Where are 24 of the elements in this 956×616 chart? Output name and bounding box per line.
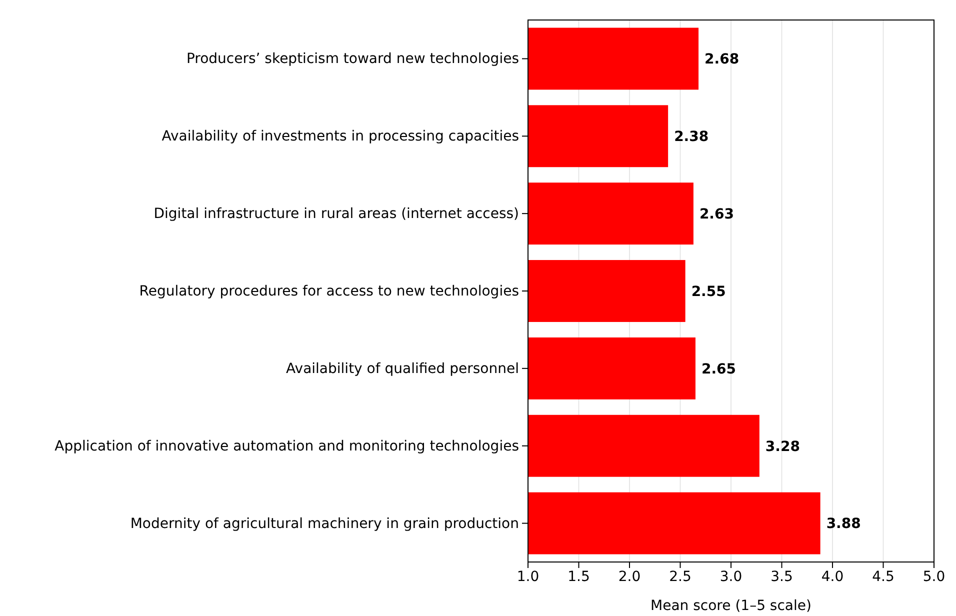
y-tick-label: Modernity of agricultural machinery in grain production [130,516,519,532]
x-tick-label: 3.0 [720,568,742,585]
x-tick-label: 2.5 [669,568,692,585]
y-tick-label: Availability of investments in processing capacities [162,128,519,145]
data-label: 3.28 [765,438,800,455]
x-tick-label: 4.5 [872,568,894,585]
x-tick-label: 2.0 [618,568,641,585]
y-tick-label: Availability of qualified personnel [286,360,519,377]
data-label: 2.55 [691,284,726,300]
x-tick-label: 4.0 [821,568,844,585]
data-label: 2.65 [701,361,736,378]
data-label: 2.68 [704,52,740,68]
data-label: 2.38 [674,129,709,146]
data-label: 2.63 [699,206,734,222]
data-label: 3.88 [826,516,861,532]
y-tick-label: Regulatory procedures for access to new technologies [139,283,519,300]
x-tick-label: 1.0 [516,568,540,585]
x-tick-label: 5.0 [922,568,946,585]
y-tick-label: Application of innovative automation and monitoring technologies [54,438,519,454]
x-tick-label: 3.5 [770,568,793,585]
y-tick-label: Producers’ skepticism toward new technologies [186,51,519,68]
y-tick-label: Digital infrastructure in rural areas (internet access) [154,206,519,222]
x-axis-title: Mean score (1–5 scale) [650,598,812,614]
x-tick-label: 1.5 [568,568,590,585]
